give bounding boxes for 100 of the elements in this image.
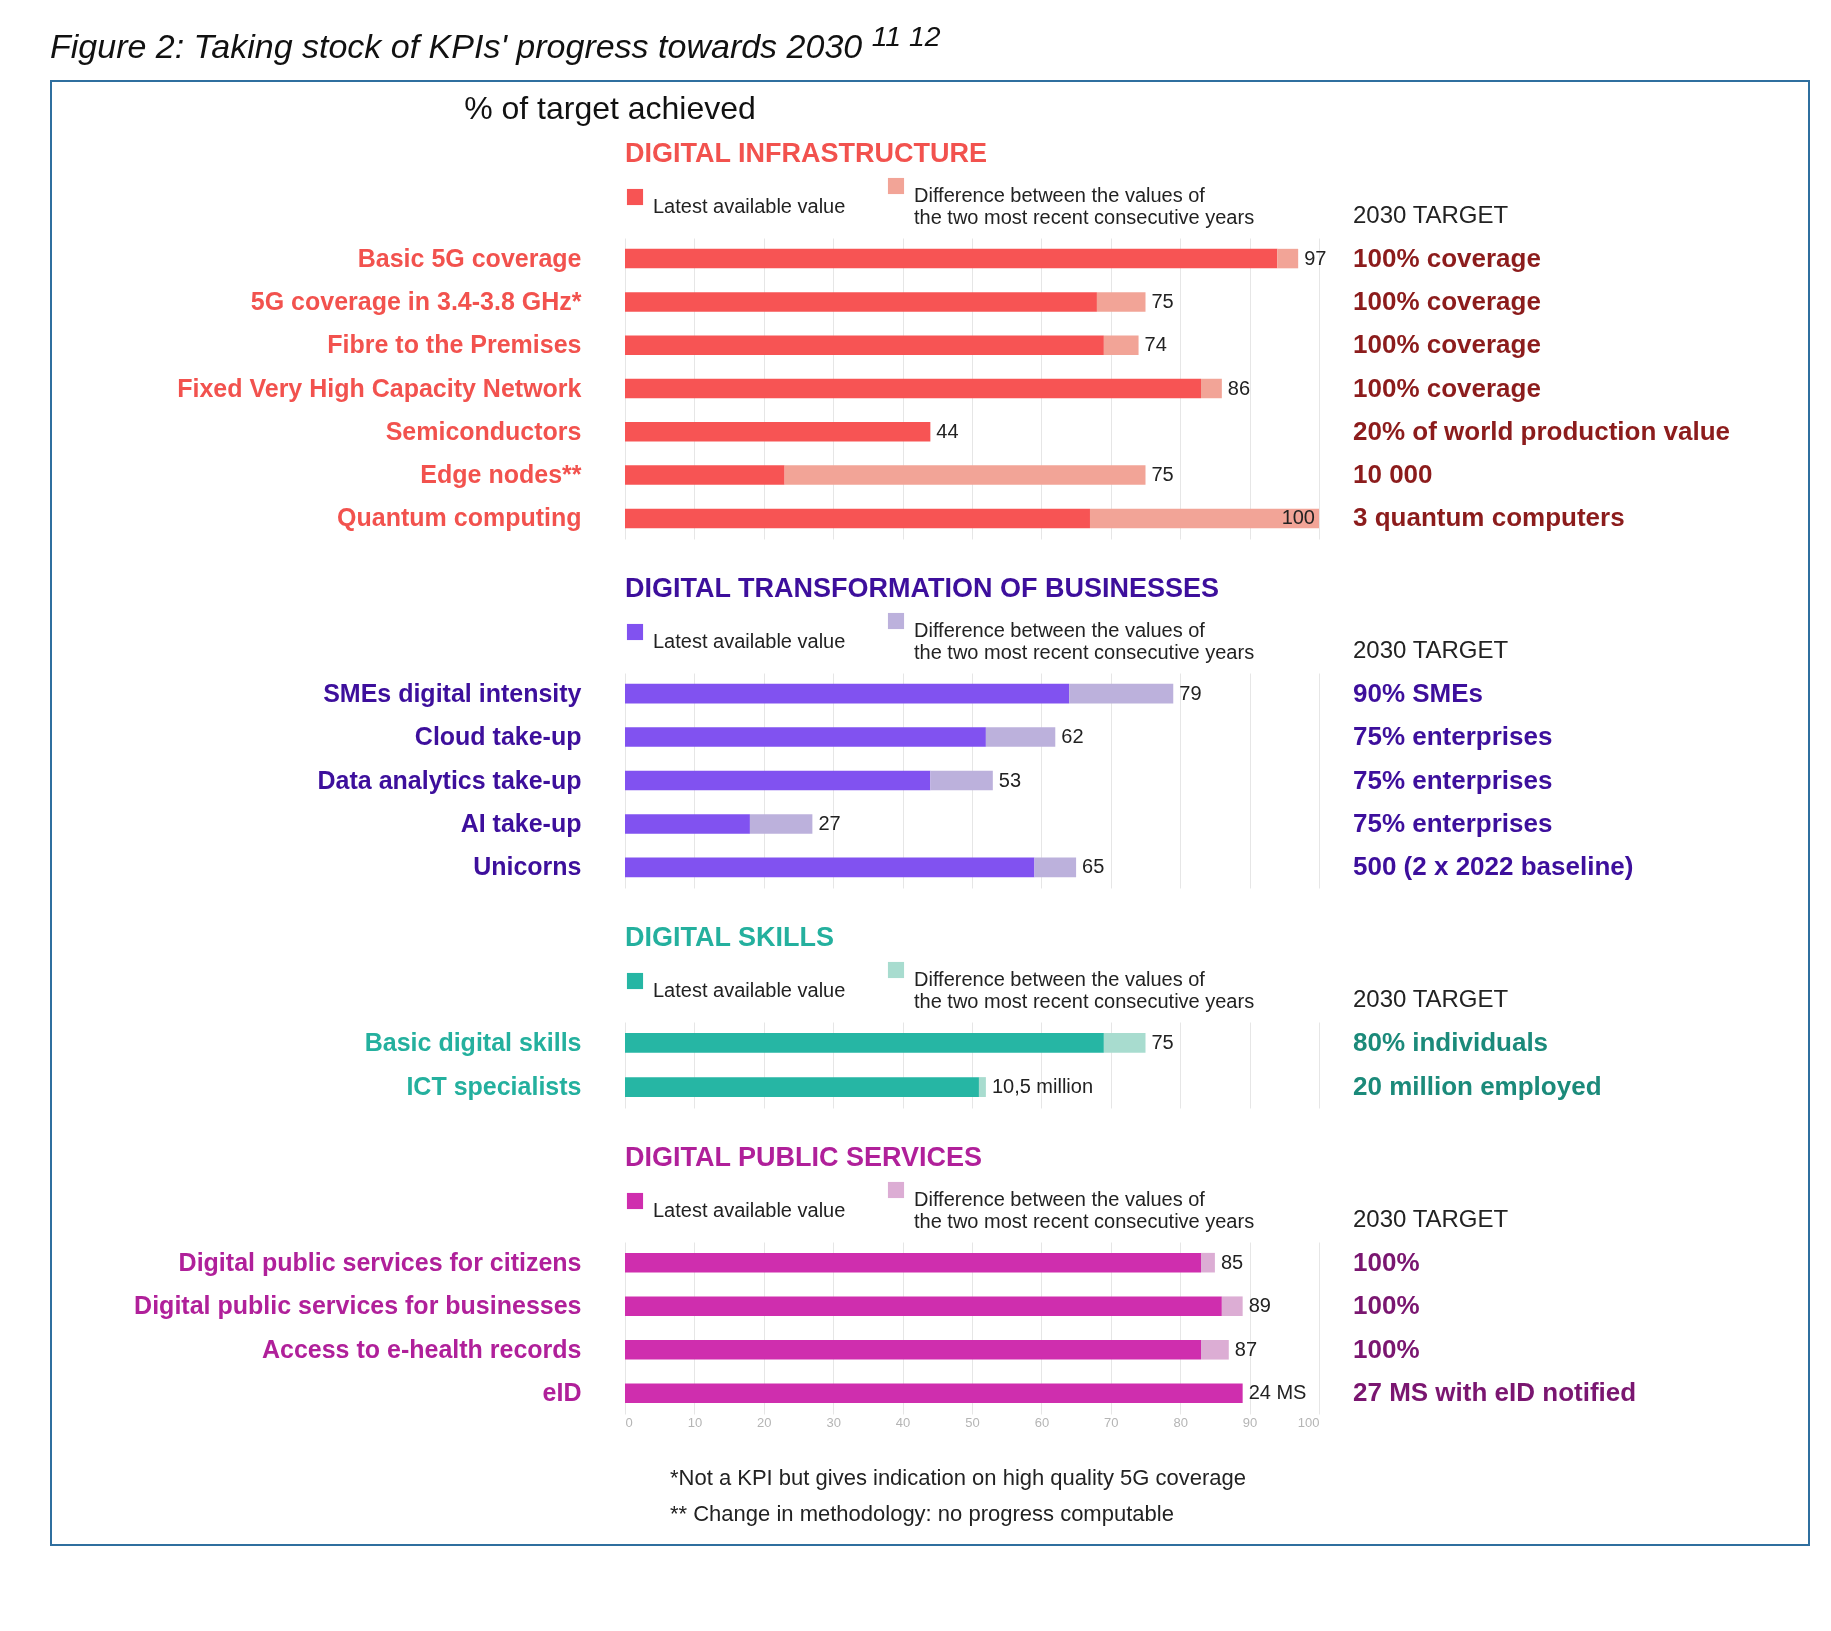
text: 100% coverage [1353,329,1541,360]
y-tick-label: Quantum computing [337,503,582,532]
total-label: 75 [1151,463,1174,486]
x-tick-label: 20 [757,1414,772,1430]
bar [784,465,1146,486]
total-label: 86 [1227,376,1251,399]
bar [625,771,931,791]
bar [625,509,1090,529]
bar [625,335,1104,356]
y2-axis-title: 2030 TARGET [1353,201,1509,229]
x-tick-label: 60 [1034,1414,1050,1430]
text: 500 (2 x 2022 baseline) [1353,851,1634,882]
legend-label: Latest available value [653,1199,846,1222]
y-tick-label: Basic 5G coverage [357,243,582,272]
x-tick-label: 90 [1242,1414,1258,1430]
total-label: 62 [1061,725,1084,748]
bar [625,1340,1202,1360]
text: 100% coverage [1353,242,1541,273]
legend-label: Difference between the values of the two most recent consecutive years [914,1188,1255,1233]
total-label: 100 [1281,506,1315,529]
chart-title: DIGITAL TRANSFORMATION OF BUSINESSES [625,573,1220,604]
x-tick-label: 30 [826,1414,841,1430]
text: 100% coverage [1353,372,1541,403]
bar [1201,1253,1215,1273]
bar [625,1383,1243,1404]
y2-axis-title: 2030 TARGET [1353,1205,1509,1233]
bar [625,1296,1222,1317]
text: *Not a KPI but gives indication on high quality 5G coverage [670,1464,1248,1493]
text: 75% enterprises [1353,764,1553,795]
y-tick-label: Edge nodes** [420,460,582,489]
bar [1201,1340,1229,1360]
chart-title: DIGITAL INFRASTRUCTURE [625,138,987,169]
text: Figure 2: Taking stock of KPIs' progress towards 2030 $^{11 12}$ [50,20,942,67]
text: 100% [1353,1290,1420,1321]
text: 90% SMEs [1353,677,1484,708]
legend-label: Difference between the values of the two most recent consecutive years [914,968,1255,1013]
bar [625,1033,1104,1054]
y-tick-label: Semiconductors [385,417,582,446]
legend-label: Latest available value [653,195,846,218]
y-tick-label: Access to e-health records [261,1335,582,1364]
total-label: 75 [1151,1031,1174,1054]
bar [625,1077,979,1098]
bar [625,814,750,835]
bar [749,814,813,835]
text: 100% [1353,1247,1420,1278]
total-label: 75 [1151,290,1174,313]
total-label: 27 [818,812,841,835]
text: 75% enterprises [1353,808,1553,839]
bar [625,857,1035,878]
y-tick-label: 5G coverage in 3.4-3.8 GHz* [250,287,582,316]
bar [985,727,1056,748]
total-label: 87 [1234,1338,1258,1361]
y-tick-label: AI take-up [460,809,582,838]
x-tick-label: 100 [1297,1414,1320,1430]
bar [1089,509,1319,529]
y-tick-label: Unicorns [473,852,582,881]
bar [625,465,785,486]
bar [1034,857,1077,878]
bar [625,292,1097,312]
x-tick-label: 0 [625,1414,633,1430]
bar [625,379,1202,399]
legend-label: Difference between the values of the two most recent consecutive years [914,184,1255,229]
annotation: 24 MS [1248,1381,1307,1404]
annotation: 10,5 million [991,1075,1094,1098]
bar [978,1077,986,1098]
bar [1277,249,1299,269]
legend-label: Latest available value [653,979,846,1002]
text: 80% individuals [1353,1027,1549,1058]
bar [625,249,1278,269]
text: % of target achieved [463,90,757,128]
bar [1103,1033,1146,1054]
text: 3 quantum computers [1353,502,1625,533]
legend-label: Difference between the values of the two most recent consecutive years [914,619,1255,664]
bar [625,684,1070,704]
chart-title: DIGITAL PUBLIC SERVICES [625,1142,983,1173]
text: 20% of world production value [1353,416,1731,447]
x-tick-label: 40 [895,1414,911,1430]
bar [1069,684,1174,704]
total-label: 53 [998,768,1022,791]
x-tick-label: 80 [1173,1414,1188,1430]
total-label: 44 [936,420,959,443]
y2-axis-title: 2030 TARGET [1353,985,1509,1013]
y-tick-label: Fixed Very High Capacity Network [177,373,582,402]
legend-label: Latest available value [653,630,846,653]
y-tick-label: Fibre to the Premises [327,330,582,359]
total-label: 85 [1220,1251,1244,1274]
y-tick-label: Digital public services for businesses [134,1291,582,1320]
total-label: 65 [1082,855,1105,878]
text: 27 MS with eID notified [1353,1377,1637,1408]
x-tick-label: 50 [965,1414,980,1430]
y-tick-label: SMEs digital intensity [323,678,582,707]
y-tick-label: Data analytics take-up [317,765,582,794]
y-tick-label: Digital public services for citizens [178,1248,582,1277]
total-label: 74 [1144,333,1167,356]
x-tick-label: 70 [1104,1414,1119,1430]
text: 100% coverage [1353,286,1541,317]
y-tick-label: eID [542,1378,582,1407]
total-label: 79 [1179,681,1202,704]
y-tick-label: Cloud take-up [414,722,582,751]
total-label: 89 [1248,1294,1271,1317]
